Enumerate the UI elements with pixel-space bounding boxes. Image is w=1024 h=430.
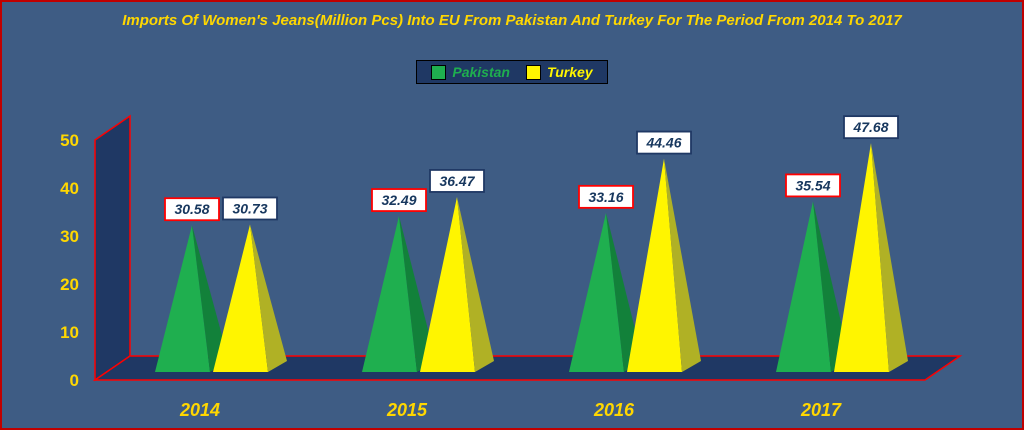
value-label-pakistan-2016: 33.16 bbox=[588, 189, 623, 205]
pyramid-turkey-2015 bbox=[420, 196, 475, 372]
legend: Pakistan Turkey bbox=[416, 60, 608, 84]
y-tick-label: 10 bbox=[60, 323, 79, 342]
chart-title: Imports Of Women's Jeans(Million Pcs) In… bbox=[122, 12, 902, 29]
pyramid-side-turkey-2014 bbox=[250, 224, 287, 372]
pyramid-pakistan-2014 bbox=[155, 225, 210, 372]
value-label-turkey-2017: 47.68 bbox=[852, 119, 888, 135]
y-tick-label: 0 bbox=[70, 371, 79, 390]
category-label-2014: 2014 bbox=[179, 400, 220, 420]
turkey-swatch-icon bbox=[525, 64, 541, 80]
value-label-box-pakistan-2014 bbox=[164, 197, 220, 222]
category-label-2015: 2015 bbox=[386, 400, 428, 420]
category-label-2017: 2017 bbox=[800, 400, 842, 420]
legend-label-turkey: Turkey bbox=[546, 64, 593, 80]
value-label-pakistan-2017: 35.54 bbox=[795, 177, 830, 193]
pyramid-pakistan-2015 bbox=[362, 216, 417, 372]
pyramid-pakistan-2016 bbox=[569, 212, 624, 372]
value-label-turkey-2016: 44.46 bbox=[645, 135, 681, 151]
legend-label-pakistan: Pakistan bbox=[452, 64, 510, 80]
y-tick-label: 30 bbox=[60, 227, 79, 246]
value-label-box-turkey-2017 bbox=[843, 115, 899, 140]
value-label-box-pakistan-2017 bbox=[785, 173, 841, 198]
pakistan-swatch-icon bbox=[431, 64, 447, 80]
legend-item-turkey: Turkey bbox=[525, 64, 593, 80]
value-label-box-turkey-2015 bbox=[429, 169, 485, 193]
pyramid-side-pakistan-2016 bbox=[606, 212, 643, 372]
pyramid-side-pakistan-2014 bbox=[192, 225, 229, 372]
floor bbox=[92, 355, 963, 381]
left-wall bbox=[94, 114, 131, 382]
y-tick-label: 20 bbox=[60, 275, 79, 294]
y-tick-label: 50 bbox=[60, 131, 79, 150]
value-label-box-turkey-2016 bbox=[636, 130, 692, 155]
pyramid-side-pakistan-2015 bbox=[399, 216, 436, 372]
pyramid-turkey-2017 bbox=[834, 143, 889, 372]
pyramid-side-turkey-2017 bbox=[871, 143, 908, 372]
value-label-box-pakistan-2015 bbox=[371, 188, 427, 212]
pyramid-side-turkey-2015 bbox=[457, 196, 494, 372]
legend-item-pakistan: Pakistan bbox=[431, 64, 510, 80]
value-label-pakistan-2015: 32.49 bbox=[381, 192, 416, 208]
pyramid-side-turkey-2016 bbox=[664, 158, 701, 372]
y-tick-label: 40 bbox=[60, 179, 79, 198]
value-label-turkey-2014: 30.73 bbox=[232, 200, 267, 216]
value-label-box-pakistan-2016 bbox=[578, 184, 634, 209]
value-label-turkey-2015: 36.47 bbox=[439, 173, 475, 189]
pyramid-turkey-2016 bbox=[627, 158, 682, 372]
pyramid-pakistan-2017 bbox=[776, 201, 831, 372]
legend-wrap: Pakistan Turkey bbox=[2, 60, 1022, 85]
value-label-pakistan-2014: 30.58 bbox=[174, 201, 209, 217]
pyramid-side-pakistan-2017 bbox=[813, 201, 850, 372]
value-label-box-turkey-2014 bbox=[222, 196, 278, 221]
pyramid-turkey-2014 bbox=[213, 224, 268, 372]
category-label-2016: 2016 bbox=[593, 400, 635, 420]
